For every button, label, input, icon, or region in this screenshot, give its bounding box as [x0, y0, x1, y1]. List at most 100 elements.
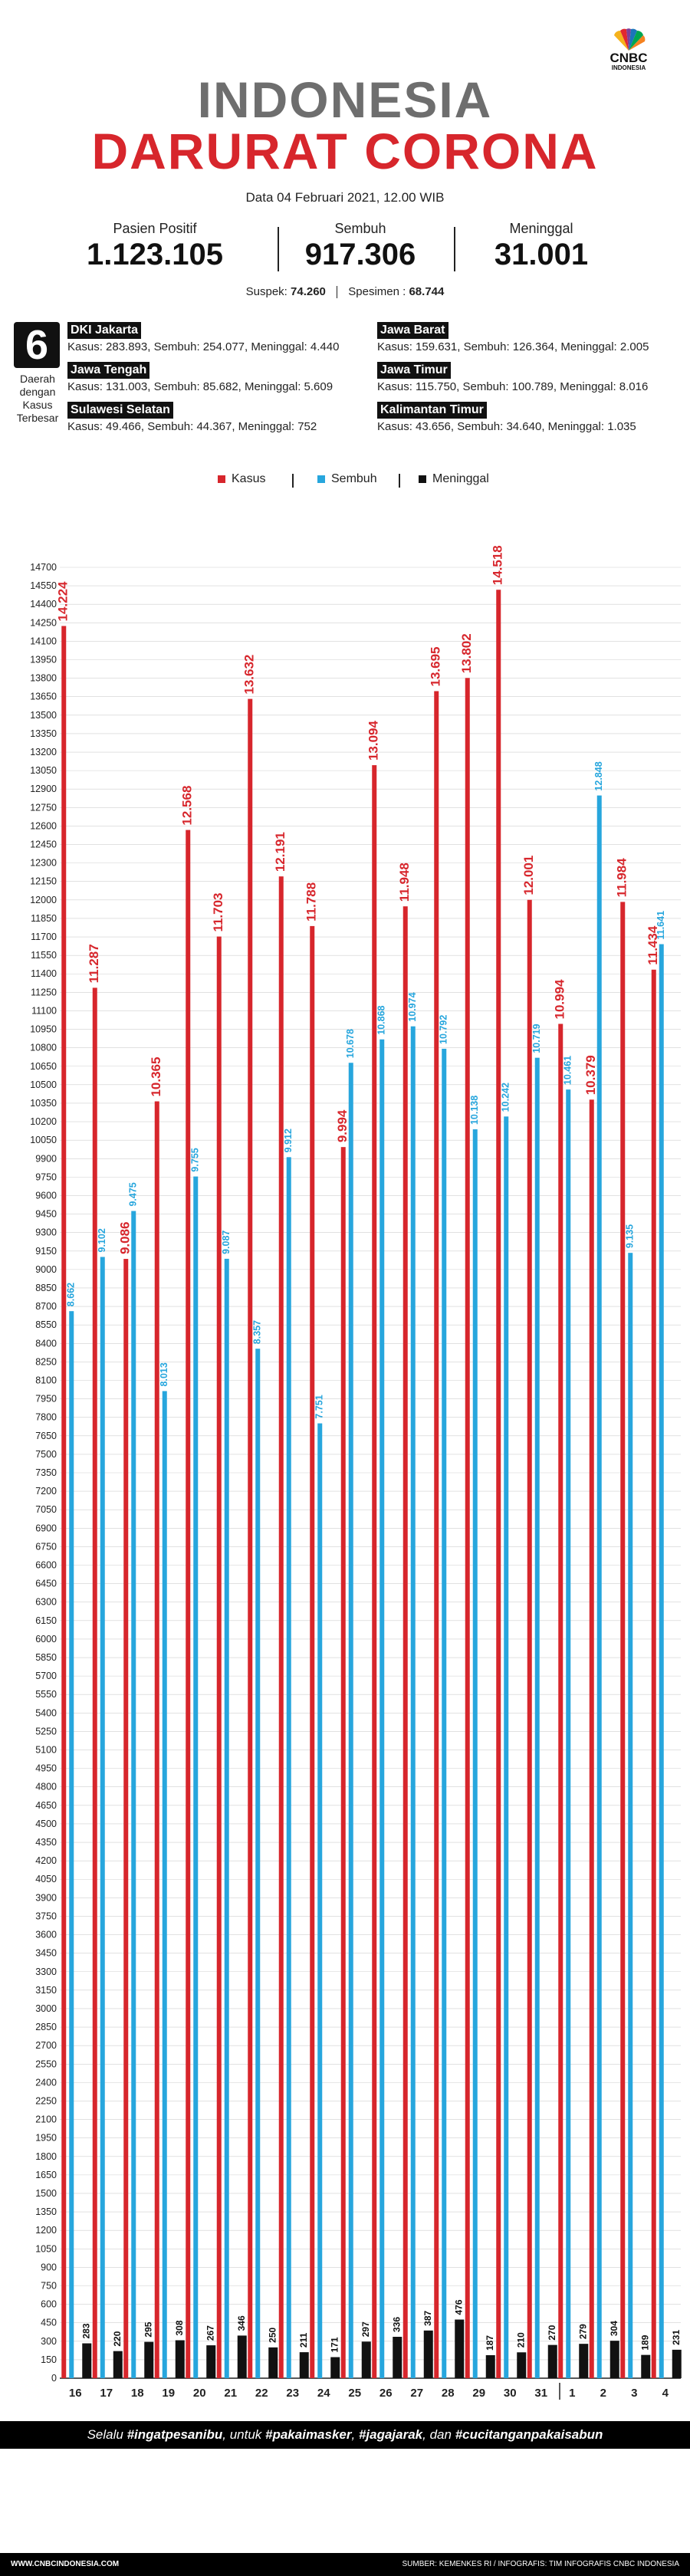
region-count: 6: [14, 322, 60, 368]
x-tick-label: 29: [472, 2387, 485, 2400]
x-tick-label: 18: [131, 2387, 144, 2400]
y-tick-label: 4350: [35, 1837, 57, 1848]
header: CNBC INDONESIA INDONESIA DARURAT CORONA …: [0, 0, 690, 271]
bar-sembuh: [410, 1026, 416, 2378]
bar-meninggal: [579, 2344, 589, 2378]
logo-subtext: INDONESIA: [611, 64, 646, 71]
data-label-meninggal: 220: [112, 2331, 123, 2346]
bar-kasus: [589, 1099, 594, 2378]
region-jawa-barat: Jawa Barat Kasus: 159.631, Sembuh: 126.3…: [377, 322, 690, 356]
data-label-kasus: 10.365: [149, 1057, 163, 1097]
data-label-meninggal: 189: [639, 2334, 650, 2350]
x-tick-label: 17: [100, 2387, 113, 2400]
y-tick-label: 1800: [35, 2151, 57, 2162]
y-tick-label: 150: [41, 2354, 57, 2365]
cnbc-logo: CNBC INDONESIA: [598, 28, 659, 72]
y-tick-label: 6750: [35, 1541, 57, 1552]
y-tick-label: 12900: [30, 784, 57, 794]
x-tick-label: 31: [534, 2387, 547, 2400]
legend-sembuh: Sembuh: [317, 472, 377, 486]
data-label-sembuh: 9.755: [190, 1148, 201, 1171]
y-tick-label: 3150: [35, 1985, 57, 1996]
y-tick-label: 14400: [30, 599, 57, 610]
y-tick-label: 8850: [35, 1283, 57, 1293]
x-tick-label: 20: [193, 2387, 206, 2400]
region-note-line: Terbesar: [16, 412, 59, 424]
region-sulawesi-selatan: Sulawesi Selatan Kasus: 49.466, Sembuh: …: [67, 402, 389, 435]
legend-swatch: [218, 475, 225, 483]
y-tick-label: 6900: [35, 1523, 57, 1533]
bar-meninggal: [517, 2352, 527, 2378]
y-tick-label: 12600: [30, 820, 57, 831]
website-link[interactable]: WWW.CNBCINDONESIA.COM: [11, 2560, 120, 2568]
bar-sembuh: [472, 1129, 478, 2378]
y-tick-label: 5400: [35, 1707, 57, 1718]
y-tick-label: 1650: [35, 2170, 57, 2180]
data-label-meninggal: 308: [174, 2320, 185, 2335]
bar-chart: 0 150 300 450 600 750 900 1050 1200 1350 1500 1650 1…: [30, 545, 682, 2400]
bar-sembuh: [442, 1048, 447, 2378]
data-label-meninggal: 304: [609, 2321, 619, 2336]
data-label-meninggal: 346: [236, 2315, 247, 2331]
data-label-meninggal: 387: [422, 2310, 433, 2325]
y-tick-label: 12000: [30, 895, 57, 905]
y-tick-label: 8700: [35, 1301, 57, 1312]
region-detail: Kasus: 131.003, Sembuh: 85.682, Meningga…: [67, 380, 334, 393]
data-label-sembuh: 9.102: [97, 1228, 107, 1252]
x-tick-label: 1: [569, 2387, 575, 2400]
y-tick-label: 4200: [35, 1855, 57, 1866]
data-label-meninggal: 476: [453, 2299, 464, 2315]
stat-value: 31.001: [494, 238, 589, 271]
data-label-kasus: 13.802: [459, 633, 474, 673]
data-label-meninggal: 279: [577, 2324, 588, 2339]
data-label-sembuh: 9.087: [221, 1230, 232, 1254]
bar-kasus: [186, 830, 191, 2378]
y-tick-label: 5700: [35, 1671, 57, 1681]
hashtag: #pakaimasker: [265, 2427, 352, 2442]
y-tick-label: 7350: [35, 1467, 57, 1478]
bar-kasus: [154, 1101, 159, 2378]
bar-kasus: [496, 590, 501, 2378]
data-label-sembuh: 10.974: [407, 992, 418, 1021]
y-tick-label: 13800: [30, 673, 57, 684]
logo-text: CNBC: [610, 51, 648, 65]
data-label-kasus: 10.379: [583, 1055, 598, 1095]
data-label-sembuh: 8.662: [66, 1283, 77, 1306]
y-tick-label: 3750: [35, 1911, 57, 1921]
bar-kasus: [123, 1259, 129, 2378]
data-label-meninggal: 336: [391, 2317, 402, 2332]
bar-sembuh: [69, 1311, 74, 2378]
stat-positif: Pasien Positif 1.123.105: [55, 221, 255, 272]
y-tick-label: 7200: [35, 1486, 57, 1497]
y-tick-label: 13950: [30, 655, 57, 665]
region-name: Sulawesi Selatan: [67, 402, 173, 419]
data-label-sembuh: 10.792: [439, 1015, 449, 1044]
bar-meninggal: [113, 2351, 123, 2378]
title-line2: DARURAT CORONA: [91, 123, 599, 179]
region-detail: Kasus: 159.631, Sembuh: 126.364, Meningg…: [377, 340, 649, 353]
hashtag-bar: Selalu #ingatpesanibu, untuk #pakaimaske…: [0, 2421, 690, 2449]
y-tick-label: 9600: [35, 1190, 57, 1201]
y-tick-label: 3300: [35, 1967, 57, 1977]
data-label-meninggal: 297: [360, 2321, 371, 2337]
region-detail: Kasus: 283.893, Sembuh: 254.077, Meningg…: [67, 340, 340, 353]
y-tick-label: 12300: [30, 858, 57, 869]
bar-kasus: [248, 698, 253, 2379]
data-label-kasus: 12.568: [180, 786, 195, 826]
legend-swatch: [317, 475, 325, 483]
y-tick-label: 2700: [35, 2040, 57, 2051]
bar-meninggal: [175, 2340, 185, 2378]
bar-sembuh: [162, 1391, 167, 2378]
data-label-sembuh: 9.135: [625, 1224, 636, 1248]
legend-label: Kasus: [232, 472, 266, 485]
spesimen-value: 68.744: [409, 285, 445, 298]
y-tick-label: 5550: [35, 1689, 57, 1700]
bar-meninggal: [672, 2349, 682, 2378]
x-tick-label: 30: [504, 2387, 517, 2400]
data-label-kasus: 11.788: [304, 882, 319, 922]
region-count-box: 6 Daerah dengan Kasus Terbesar: [9, 322, 66, 425]
y-tick-label: 0: [51, 2373, 57, 2384]
x-tick-label: 24: [317, 2387, 330, 2400]
y-tick-label: 4050: [35, 1874, 57, 1884]
y-tick-label: 2250: [35, 2095, 57, 2106]
